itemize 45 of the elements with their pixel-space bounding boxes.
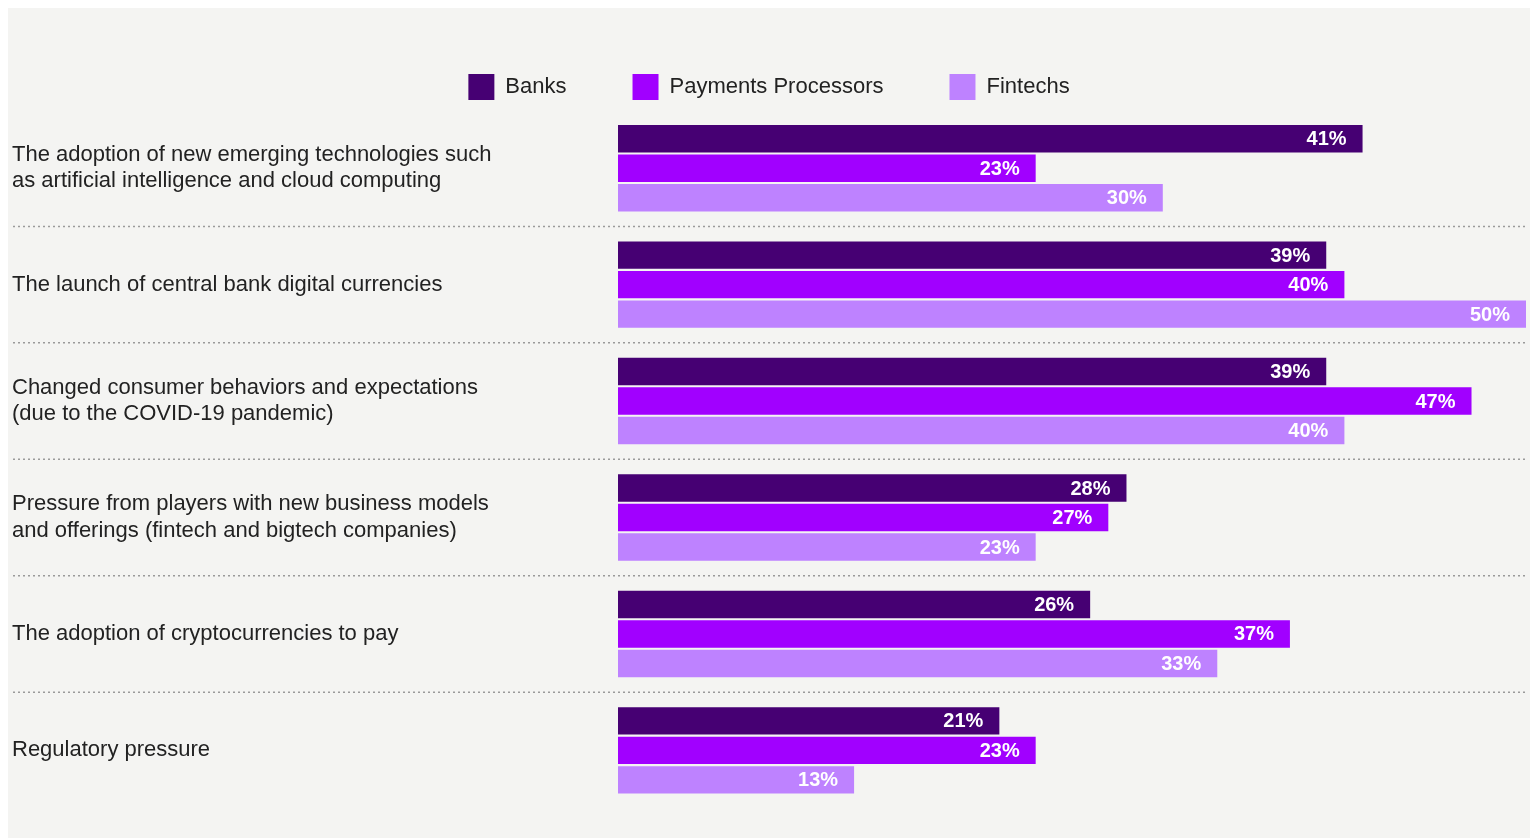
data-label: 39% [1270,360,1311,383]
bar [618,416,1345,445]
bar [618,474,1127,502]
bar [618,154,1036,182]
bar [618,649,1218,678]
bar [618,503,1109,532]
data-label: 40% [1288,273,1329,296]
legend-label: Banks [505,73,567,99]
data-label: 41% [1306,127,1347,150]
data-label: 30% [1106,186,1148,209]
data-label: 40% [1288,419,1329,442]
data-label: 26% [1034,592,1075,615]
y-tick-label: The adoption of cryptocurrencies to pay [12,620,399,646]
legend-label: Fintechs [986,73,1070,99]
data-label: 33% [1161,651,1202,674]
bar [618,125,1363,153]
data-label: 50% [1469,302,1511,325]
y-tick-label: The adoption of new emerging technologies such as artificial intelligence and cloud computing [12,141,492,193]
bar [618,184,1163,212]
y-tick-label: Pressure from players with new business models and offerings (fintech and bigtech companies) [12,490,489,542]
y-tick-label: Regulatory pressure [12,736,211,762]
bar [618,620,1290,648]
data-label: 23% [979,738,1020,761]
legend-label: Payments Processors [669,73,884,99]
bar [618,270,1345,299]
data-label: 13% [798,768,839,791]
data-label: 27% [1052,506,1093,529]
y-tick-label: Changed consumer behaviors and expectations (due to the COVID-19 pandemic) [12,373,478,426]
data-label: 23% [979,156,1020,179]
data-label: 21% [943,709,984,732]
bar [618,241,1327,269]
data-label: 23% [979,535,1020,558]
bar [618,387,1472,415]
bar [618,590,1091,619]
bar [618,533,1036,561]
bar [618,736,1036,765]
bar [618,766,855,794]
bar [618,357,1327,386]
y-tick-label: The launch of central bank digital currencies [12,270,443,296]
data-label: 39% [1270,243,1311,266]
data-label: 28% [1070,476,1111,499]
data-label: 37% [1233,622,1275,645]
bar [618,707,1000,735]
data-label: 47% [1415,389,1456,412]
bar [618,300,1526,328]
